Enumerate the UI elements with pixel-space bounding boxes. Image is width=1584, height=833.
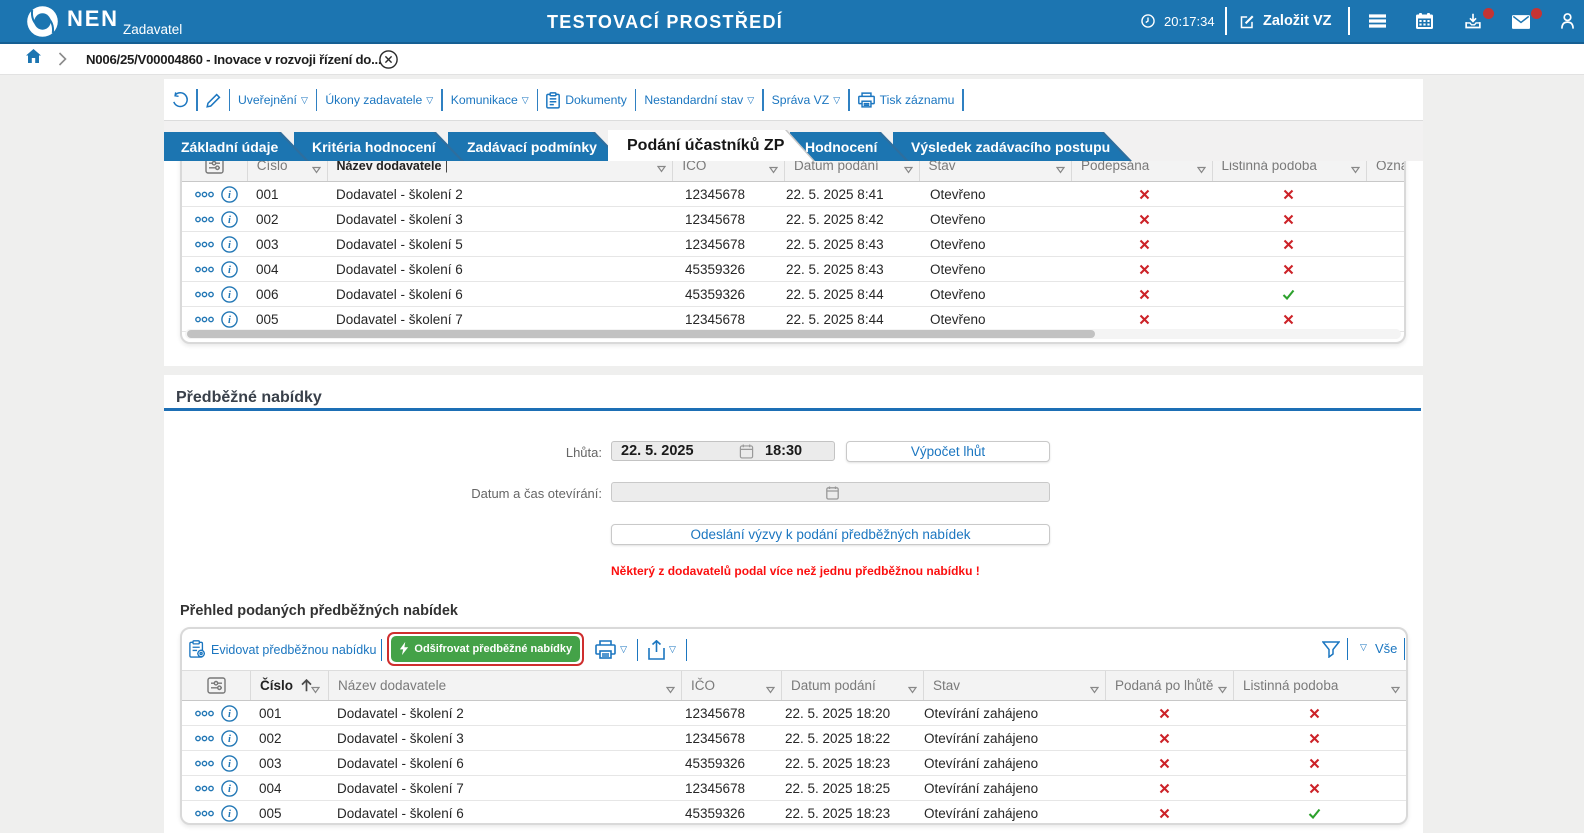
svg-text:i: i bbox=[228, 709, 231, 720]
svg-text:i: i bbox=[228, 215, 231, 226]
svg-text:i: i bbox=[228, 265, 231, 276]
svg-text:i: i bbox=[228, 190, 231, 201]
svg-text:i: i bbox=[228, 315, 231, 326]
svg-text:i: i bbox=[228, 290, 231, 301]
svg-text:i: i bbox=[228, 734, 231, 745]
svg-text:i: i bbox=[228, 784, 231, 795]
svg-text:i: i bbox=[228, 759, 231, 770]
svg-text:i: i bbox=[228, 240, 231, 251]
svg-text:i: i bbox=[228, 809, 231, 820]
